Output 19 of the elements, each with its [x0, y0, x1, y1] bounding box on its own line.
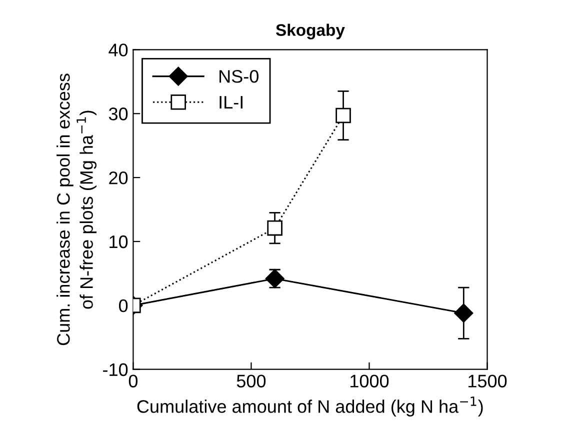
- point: [454, 304, 474, 323]
- y-tick-label: 20: [109, 171, 128, 184]
- y-axis-title: Cum. increase in C pool in excess of N-free plots (Mg ha$^{−1}$): [56, 74, 97, 346]
- point: [336, 108, 351, 124]
- point: [265, 269, 284, 288]
- x-tick-label: 1000: [350, 374, 389, 388]
- y-tick-label: -10: [103, 363, 128, 376]
- y-tick-label: 0: [119, 299, 128, 312]
- point: [267, 220, 282, 236]
- x-tick-label: 500: [236, 374, 266, 388]
- chart-title: Skogaby: [276, 24, 345, 40]
- legend-label: IL-I: [220, 96, 242, 108]
- x-tick-label: 1500: [468, 374, 507, 388]
- x-tick-label: 0: [128, 374, 138, 388]
- y-tick-label: 10: [110, 235, 128, 248]
- y-tick-label: 30: [108, 108, 128, 120]
- legend-label: NS-0: [220, 70, 258, 83]
- x-axis-title: Cumulative amount of N added (kg N ha$^{−1}$): [137, 396, 483, 416]
- y-tick-label: 40: [108, 44, 128, 56]
